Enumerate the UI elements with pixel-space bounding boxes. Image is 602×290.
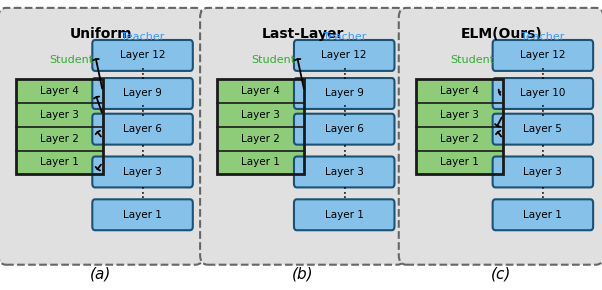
FancyBboxPatch shape <box>492 199 593 230</box>
Text: Layer 6: Layer 6 <box>123 124 162 134</box>
Text: Student: Student <box>251 55 296 65</box>
Text: Layer 9: Layer 9 <box>325 88 364 99</box>
Bar <box>416 127 503 151</box>
Text: Layer 1: Layer 1 <box>524 210 562 220</box>
FancyBboxPatch shape <box>492 78 593 109</box>
Text: Layer 1: Layer 1 <box>325 210 364 220</box>
Text: Student: Student <box>49 55 94 65</box>
Text: Layer 4: Layer 4 <box>40 86 78 96</box>
Text: ⋮: ⋮ <box>337 186 351 200</box>
Bar <box>16 151 103 174</box>
Text: (a): (a) <box>90 266 111 281</box>
FancyBboxPatch shape <box>294 199 394 230</box>
FancyBboxPatch shape <box>0 8 203 265</box>
Text: Layer 4: Layer 4 <box>241 86 280 96</box>
Text: ⋮: ⋮ <box>135 104 149 118</box>
Text: Layer 3: Layer 3 <box>123 167 162 177</box>
Text: Layer 12: Layer 12 <box>321 50 367 60</box>
FancyBboxPatch shape <box>492 157 593 187</box>
FancyBboxPatch shape <box>92 40 193 71</box>
Text: Layer 3: Layer 3 <box>325 167 364 177</box>
FancyBboxPatch shape <box>492 40 593 71</box>
Text: ⋮: ⋮ <box>536 68 550 81</box>
Text: Layer 1: Layer 1 <box>40 157 78 167</box>
Text: ⋮: ⋮ <box>536 144 550 157</box>
Text: Layer 3: Layer 3 <box>241 110 280 120</box>
Text: (c): (c) <box>491 266 511 281</box>
Bar <box>217 127 305 151</box>
Text: Teacher: Teacher <box>521 32 565 42</box>
Text: Layer 1: Layer 1 <box>123 210 162 220</box>
FancyBboxPatch shape <box>92 157 193 187</box>
Bar <box>217 79 305 103</box>
Text: Layer 3: Layer 3 <box>524 167 562 177</box>
Bar <box>416 79 503 174</box>
Bar <box>416 103 503 127</box>
FancyBboxPatch shape <box>399 8 602 265</box>
Text: Layer 12: Layer 12 <box>520 50 566 60</box>
Text: ELM(Ours): ELM(Ours) <box>461 27 542 41</box>
Text: Layer 12: Layer 12 <box>120 50 166 60</box>
FancyBboxPatch shape <box>92 199 193 230</box>
Bar <box>16 103 103 127</box>
Text: Layer 6: Layer 6 <box>325 124 364 134</box>
Bar <box>416 79 503 103</box>
Text: Layer 4: Layer 4 <box>440 86 479 96</box>
Text: (b): (b) <box>292 266 313 281</box>
Bar <box>16 79 103 174</box>
Bar <box>416 151 503 174</box>
Bar <box>16 79 103 103</box>
Bar <box>217 151 305 174</box>
Text: ⋮: ⋮ <box>135 144 149 157</box>
Text: Layer 1: Layer 1 <box>241 157 280 167</box>
FancyBboxPatch shape <box>200 8 405 265</box>
Text: ⋮: ⋮ <box>135 68 149 81</box>
Text: Layer 2: Layer 2 <box>40 134 78 144</box>
Bar <box>217 103 305 127</box>
Text: Student: Student <box>450 55 494 65</box>
Text: ⋮: ⋮ <box>536 186 550 200</box>
Bar <box>16 127 103 151</box>
Text: Layer 3: Layer 3 <box>440 110 479 120</box>
Text: Teacher: Teacher <box>323 32 366 42</box>
Text: ⋮: ⋮ <box>337 144 351 157</box>
FancyBboxPatch shape <box>294 40 394 71</box>
Text: ⋮: ⋮ <box>337 68 351 81</box>
Bar <box>217 79 305 174</box>
FancyBboxPatch shape <box>294 78 394 109</box>
Text: Teacher: Teacher <box>121 32 164 42</box>
FancyBboxPatch shape <box>92 114 193 145</box>
FancyBboxPatch shape <box>294 157 394 187</box>
FancyBboxPatch shape <box>492 114 593 145</box>
Text: Layer 10: Layer 10 <box>520 88 565 99</box>
Text: ⋮: ⋮ <box>536 104 550 118</box>
Text: ⋮: ⋮ <box>135 186 149 200</box>
Text: ⋮: ⋮ <box>337 104 351 118</box>
FancyBboxPatch shape <box>92 78 193 109</box>
Text: Layer 1: Layer 1 <box>440 157 479 167</box>
FancyBboxPatch shape <box>294 114 394 145</box>
Text: Uniform: Uniform <box>69 27 132 41</box>
Text: Layer 2: Layer 2 <box>241 134 280 144</box>
Text: Layer 2: Layer 2 <box>440 134 479 144</box>
Text: Layer 5: Layer 5 <box>524 124 562 134</box>
Text: Last-Layer: Last-Layer <box>261 27 344 41</box>
Text: Layer 3: Layer 3 <box>40 110 78 120</box>
Text: Layer 9: Layer 9 <box>123 88 162 99</box>
